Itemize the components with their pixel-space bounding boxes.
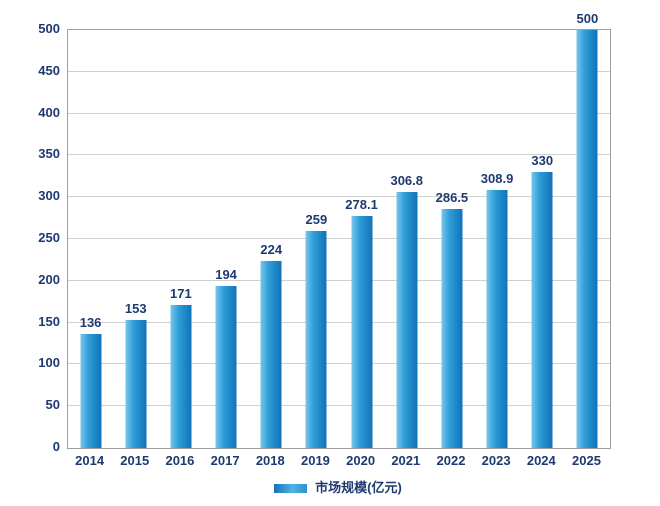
gridline-200 xyxy=(68,279,610,281)
x-axis-labels: 2014 2015 2016 2017 2018 2019 2020 2021 2022 2023… xyxy=(67,453,609,468)
legend: 市场规模(亿元) xyxy=(67,481,609,495)
bar-slot-2024: 330 xyxy=(520,30,565,448)
x-tick-label-2021: 2021 xyxy=(391,453,421,468)
bar-value-label-2018: 224 xyxy=(260,241,283,257)
bar-value-label-2014: 136 xyxy=(79,315,102,331)
bar-slot-2014: 136 xyxy=(68,30,113,448)
bar-value-label-2022: 286.5 xyxy=(435,189,469,205)
bar-2018 xyxy=(260,260,282,448)
gridline-400 xyxy=(68,112,610,114)
bar-slot-2020: 278.1 xyxy=(339,30,384,448)
bar-2025 xyxy=(576,30,598,448)
x-tick-label-2016: 2016 xyxy=(165,453,195,468)
bar-2015 xyxy=(125,320,147,448)
y-tick-label-200: 200 xyxy=(38,271,60,287)
y-tick-label-450: 450 xyxy=(38,62,60,78)
bar-value-label-2025: 500 xyxy=(576,11,599,26)
bar-slot-2021: 306.8 xyxy=(384,30,429,448)
x-tick-label-2020: 2020 xyxy=(346,453,376,468)
bar-2014 xyxy=(80,334,102,448)
gridline-300 xyxy=(68,196,610,198)
x-tick-label-2024: 2024 xyxy=(526,453,556,468)
bar-2024 xyxy=(531,172,553,448)
bar-2022 xyxy=(441,208,463,448)
y-tick-label-350: 350 xyxy=(38,146,60,162)
bar-2020 xyxy=(351,215,373,448)
gridline-250 xyxy=(68,238,610,239)
bar-value-label-2015: 153 xyxy=(124,301,147,317)
bar-value-label-2020: 278.1 xyxy=(345,196,378,212)
gridline-150 xyxy=(68,321,610,323)
bar-value-label-2023: 308.9 xyxy=(480,170,514,186)
y-tick-label-0: 0 xyxy=(52,439,60,454)
y-tick-label-150: 150 xyxy=(38,313,60,329)
x-tick-label-2017: 2017 xyxy=(210,453,240,468)
gridline-450 xyxy=(68,70,610,72)
y-tick-label-100: 100 xyxy=(38,355,60,371)
x-tick-label-2018: 2018 xyxy=(255,453,285,468)
x-tick-label-2022: 2022 xyxy=(436,453,466,468)
bar-slot-2023: 308.9 xyxy=(475,30,520,448)
bar-value-label-2024: 330 xyxy=(531,153,554,169)
bar-slot-2015: 153 xyxy=(113,30,158,448)
bar-2017 xyxy=(215,285,237,448)
legend-label: 市场规模(亿元) xyxy=(315,480,402,495)
y-tick-label-50: 50 xyxy=(45,397,60,413)
gridline-50 xyxy=(68,405,610,407)
bar-slot-2019: 259 xyxy=(294,30,339,448)
y-tick-label-250: 250 xyxy=(38,230,60,245)
legend-swatch-market-size xyxy=(274,483,308,493)
plot-area: 136 153 171 194 224 259 278.1 306.8 286.5 308.9 33… xyxy=(67,12,611,449)
bar-slot-2017: 194 xyxy=(204,30,249,448)
bar-2023 xyxy=(486,189,508,448)
bar-value-label-2016: 171 xyxy=(170,286,192,302)
y-tick-label-400: 400 xyxy=(38,104,60,120)
y-tick-label-500: 500 xyxy=(38,21,60,36)
bar-slot-2018: 224 xyxy=(249,30,294,448)
y-axis-labels: 0 50 100 150 200 250 300 350 400 450 500 xyxy=(0,21,60,454)
gridline-350 xyxy=(68,154,610,156)
bar-value-label-2021: 306.8 xyxy=(390,172,424,188)
x-tick-label-2025: 2025 xyxy=(572,453,601,468)
x-tick-label-2014: 2014 xyxy=(75,453,105,468)
bar-slot-2022: 286.5 xyxy=(429,30,474,448)
y-tick-label-300: 300 xyxy=(38,188,60,204)
bar-slot-2016: 171 xyxy=(158,30,203,448)
bar-slot-2025: 500 xyxy=(565,12,610,448)
gridline-100 xyxy=(68,363,610,365)
bar-2021 xyxy=(396,191,418,448)
x-tick-label-2023: 2023 xyxy=(481,453,511,468)
bar-value-label-2017: 194 xyxy=(215,266,237,282)
bar-2019 xyxy=(305,231,327,448)
x-tick-label-2015: 2015 xyxy=(120,453,150,468)
x-tick-label-2019: 2019 xyxy=(300,453,330,468)
bar-value-label-2019: 259 xyxy=(305,212,328,228)
bar-2016 xyxy=(170,305,192,448)
